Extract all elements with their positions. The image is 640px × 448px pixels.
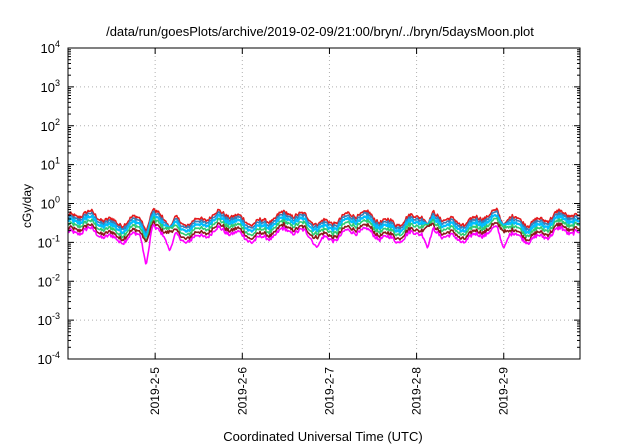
series-line xyxy=(67,207,581,232)
x-tick-label: 2019-2-8 xyxy=(410,367,424,415)
series-line xyxy=(67,213,581,238)
y-tick-label: 101 xyxy=(41,156,60,173)
series-line xyxy=(67,210,581,235)
series-group xyxy=(67,207,581,265)
y-tick-label: 100 xyxy=(41,195,60,212)
grid xyxy=(68,48,580,359)
y-tick-label: 10-4 xyxy=(38,350,60,367)
y-tick-label: 10-1 xyxy=(38,233,60,250)
x-tick-label: 2019-2-6 xyxy=(235,367,249,415)
x-tick-label: 2019-2-7 xyxy=(322,367,336,415)
y-tick-label: 102 xyxy=(41,117,60,134)
y-tick-label: 10-2 xyxy=(38,272,60,289)
series-line xyxy=(67,220,581,243)
chart-title: /data/run/goesPlots/archive/2019-02-09/2… xyxy=(106,24,534,39)
x-axis-label: Coordinated Universal Time (UTC) xyxy=(223,429,422,444)
y-tick-label: 103 xyxy=(41,78,60,95)
y-tick-label: 10-3 xyxy=(38,311,60,328)
y-tick-label: 104 xyxy=(41,39,60,56)
series-line xyxy=(67,216,581,241)
ticks: 10-4 10-3 10-2 10-1 100 101 102 103 104 2019-2-5 2… xyxy=(38,39,580,415)
x-tick-label: 2019-2-5 xyxy=(148,367,162,415)
series-line xyxy=(67,223,581,265)
y-axis-label: cGy/day xyxy=(20,184,34,228)
x-tick-label: 2019-2-9 xyxy=(497,367,511,415)
